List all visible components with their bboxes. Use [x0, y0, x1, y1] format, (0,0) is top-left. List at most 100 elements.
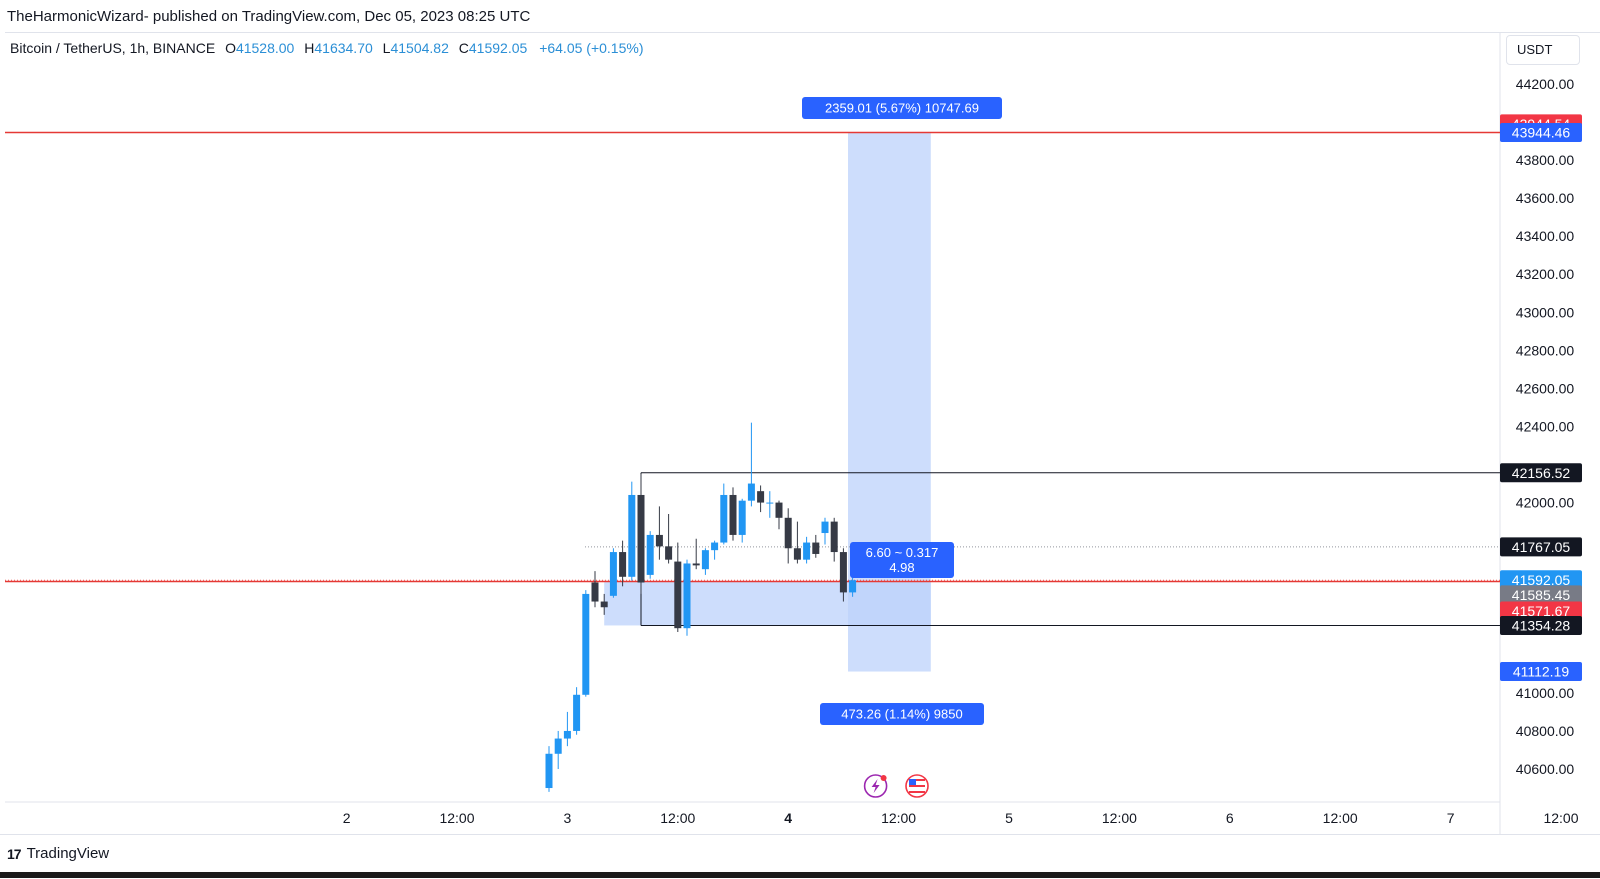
- y-tick-label: 42000.00: [1516, 495, 1575, 511]
- y-tick-label: 43600.00: [1516, 190, 1575, 206]
- price-badge-bg: [1500, 601, 1582, 621]
- y-tick-label: 43200.00: [1516, 266, 1575, 282]
- price-badge-value: 41354.28: [1512, 617, 1571, 633]
- candle-body: [747, 483, 755, 501]
- candle-body: [582, 593, 590, 695]
- tradingview-logo[interactable]: 17 TradingView: [7, 845, 109, 862]
- candle-body: [674, 561, 682, 629]
- open-key: O: [225, 40, 236, 56]
- bottom-strip: [0, 872, 1600, 878]
- y-tick-label: 43000.00: [1516, 304, 1575, 320]
- x-tick-label: 12:00: [881, 810, 916, 826]
- x-tick-label: 6: [1226, 810, 1234, 826]
- x-tick-label: 12:00: [660, 810, 695, 826]
- flash-icon-dot: [880, 775, 887, 781]
- flash-icon-bolt: [871, 779, 880, 793]
- price-badge: 42156.52: [1500, 463, 1582, 483]
- upper-measure-label-text: 2359.01 (5.67%) 10747.69: [825, 101, 979, 116]
- tradingview-logo-icon: 17: [7, 845, 22, 862]
- candle-body: [803, 542, 811, 560]
- candle-body: [609, 552, 617, 596]
- candle-body: [619, 552, 627, 577]
- price-axis: 44200.00 43800.00 43600.00 43400.00 43200.00…: [1516, 76, 1575, 777]
- candle-body: [757, 491, 765, 503]
- low-value: 41504.82: [390, 40, 449, 56]
- candles-layer: [545, 422, 857, 792]
- close-key: C: [458, 40, 469, 56]
- price-badge-value: 41592.05: [1512, 572, 1571, 588]
- candle-body: [591, 582, 599, 602]
- lower-measure-label-text: 473.26 (1.14%) 9850: [841, 707, 962, 722]
- price-badge-bg: [1500, 615, 1582, 635]
- candle-body: [600, 601, 608, 608]
- candle-body: [563, 730, 571, 739]
- us-flag-event-icon[interactable]: [905, 774, 929, 798]
- y-tick-label: 43400.00: [1516, 228, 1575, 244]
- flag-icon-canton: [909, 779, 916, 785]
- price-badge-bg: [1500, 123, 1582, 143]
- candle-body: [849, 580, 857, 593]
- candle-body: [830, 521, 838, 553]
- upper-measure-label-bg: [802, 97, 1002, 119]
- high-key: H: [304, 40, 315, 56]
- price-badge: 43944.46: [1500, 123, 1582, 143]
- upper-measure-label: 2359.01 (5.67%) 10747.69: [802, 97, 1002, 119]
- x-tick-label: 7: [1447, 810, 1455, 826]
- x-tick-label: 12:00: [1102, 810, 1137, 826]
- candle-body: [775, 502, 783, 518]
- symbol-name[interactable]: Bitcoin / TetherUS, 1h, BINANCE: [10, 40, 216, 56]
- y-tick-label: 43800.00: [1516, 152, 1575, 168]
- y-tick-label: 44200.00: [1516, 76, 1575, 92]
- x-tick-label: 5: [1005, 810, 1013, 826]
- candle-body: [766, 502, 774, 504]
- price-badge-bg: [1500, 662, 1582, 682]
- candle-body: [692, 563, 700, 566]
- x-tick-label: 12:00: [439, 810, 474, 826]
- x-tick-label: 12:00: [1323, 810, 1358, 826]
- footer-bar: 17 TradingView: [0, 834, 1600, 879]
- candle-body: [554, 738, 562, 754]
- price-badge-value: 43944.46: [1512, 125, 1571, 141]
- price-badge: 41585.45: [1500, 585, 1582, 605]
- risk-reward-label-text: 6.60 ~ 0.317: [866, 545, 939, 560]
- risk-reward-label-bg: [850, 542, 954, 578]
- close-value: 41592.05: [468, 40, 528, 56]
- candle-body: [738, 500, 746, 535]
- price-badges: 43944.5443944.4642156.5241767.0541592.05…: [1500, 114, 1582, 682]
- y-tick-label: 40800.00: [1516, 723, 1575, 739]
- chart-panel[interactable]: [5, 32, 1600, 835]
- low-key: L: [382, 40, 391, 56]
- y-tick-label: 41000.00: [1516, 685, 1575, 701]
- y-tick-label: 40600.00: [1516, 761, 1575, 777]
- publish-header: TheHarmonicWizard- published on TradingV…: [7, 8, 531, 25]
- price-badge: 41354.28: [1500, 615, 1582, 635]
- change-value: +64.05 (+0.15%): [539, 40, 644, 56]
- event-icons: [863, 774, 929, 798]
- zones-layer: [604, 132, 931, 672]
- candle-body: [793, 548, 801, 560]
- candle-body: [729, 494, 737, 535]
- symbol-legend[interactable]: Bitcoin / TetherUS, 1h, BINANCE O41528.0…: [10, 40, 643, 56]
- candle-body: [701, 550, 709, 570]
- x-tick-label: 2: [343, 810, 351, 826]
- y-tick-label: 42600.00: [1516, 380, 1575, 396]
- candle-body: [646, 534, 654, 575]
- currency-button[interactable]: USDT: [1506, 35, 1580, 65]
- x-tick-label: 12:00: [1543, 810, 1578, 826]
- y-tick-label: 42400.00: [1516, 418, 1575, 434]
- earnings-flash-icon[interactable]: [863, 774, 888, 798]
- high-value: 41634.70: [314, 40, 373, 56]
- measure-layer: 2359.01 (5.67%) 10747.69 473.26 (1.14%) 9…: [802, 97, 1002, 725]
- lines-layer: [5, 131, 1500, 626]
- price-badge-value: 41112.19: [1513, 664, 1570, 680]
- x-tick-label: 3: [564, 810, 572, 826]
- risk-reward-label-text: 4.98: [889, 560, 914, 575]
- price-badge: 41767.05: [1500, 537, 1582, 557]
- price-badge-value: 41571.67: [1512, 603, 1571, 619]
- candle-body: [839, 552, 847, 593]
- price-badge-bg: [1500, 585, 1582, 605]
